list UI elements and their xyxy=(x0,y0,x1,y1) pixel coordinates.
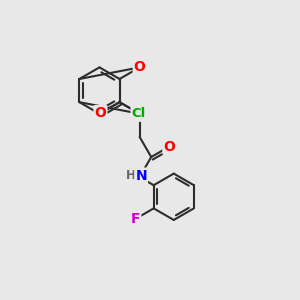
Text: O: O xyxy=(164,140,175,154)
Text: O: O xyxy=(134,60,146,74)
Text: H: H xyxy=(126,169,136,182)
Text: N: N xyxy=(134,107,146,121)
Text: N: N xyxy=(135,169,147,183)
Text: F: F xyxy=(131,212,140,226)
Text: O: O xyxy=(94,106,106,120)
Text: Cl: Cl xyxy=(131,107,146,120)
